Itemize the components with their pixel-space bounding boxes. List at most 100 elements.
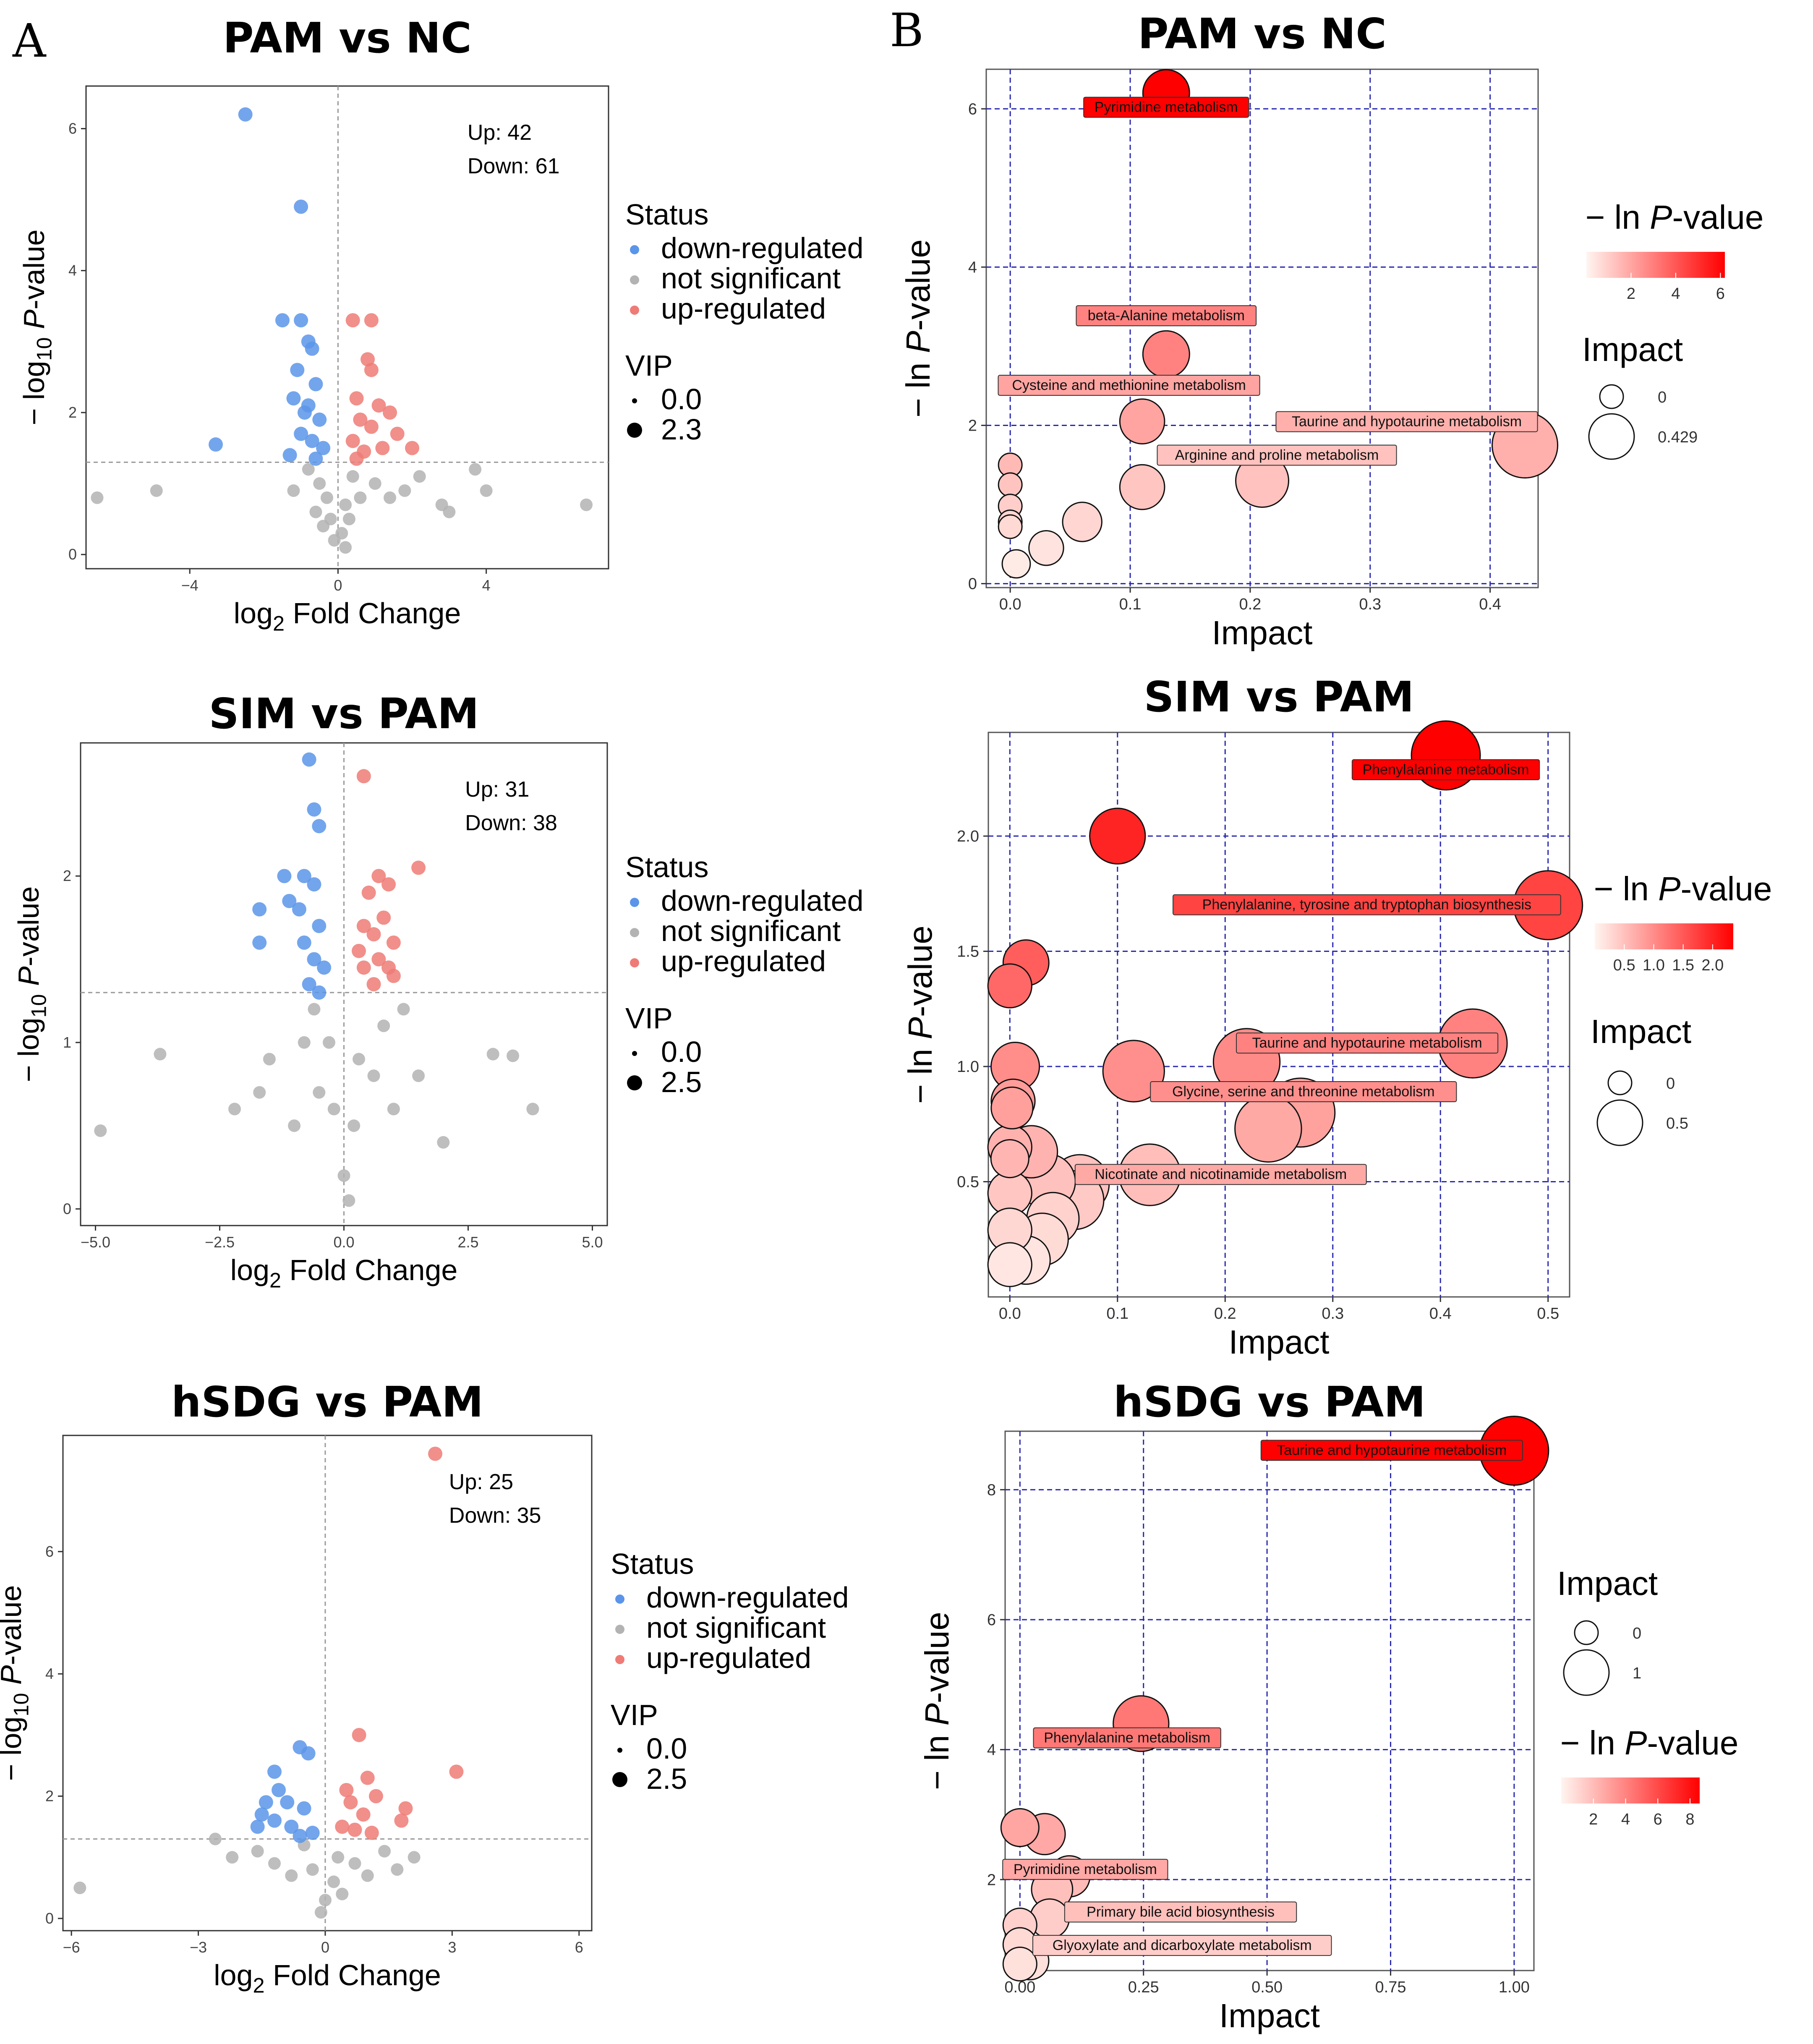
- vip-max: 2.5: [661, 1066, 702, 1098]
- bubble-title: SIM vs PAM: [1144, 672, 1414, 721]
- point-ns: [327, 1103, 340, 1116]
- legend-status-title: Status: [625, 198, 708, 231]
- legend-swatch: [630, 898, 639, 907]
- point-ns: [226, 1851, 239, 1864]
- point-ns: [322, 1036, 335, 1049]
- point-down: [267, 1764, 282, 1779]
- x-axis-label-part: Fold Change: [285, 597, 461, 630]
- point-down: [297, 869, 311, 883]
- point-ns: [320, 491, 333, 504]
- color-bar: [1595, 923, 1733, 949]
- legend-lnp-title: − ln P-value: [1560, 1724, 1739, 1762]
- point-up: [352, 1728, 366, 1742]
- y-axis-label-part: -value: [899, 239, 937, 331]
- y-axis-label: − ln P-value: [901, 925, 939, 1104]
- x-axis-label: Impact: [1212, 614, 1312, 651]
- x-tick-label: 1.00: [1499, 1979, 1530, 1996]
- panel-label-a: A: [12, 14, 47, 68]
- pathway-label-box: [1275, 411, 1538, 432]
- point-up: [376, 910, 391, 925]
- pathway-label-box: [1351, 759, 1540, 780]
- size-legend-large: [1563, 1649, 1610, 1696]
- point-up: [361, 885, 376, 900]
- pathway-bubble: [1001, 549, 1031, 579]
- point-ns: [309, 505, 322, 518]
- y-axis-label-part: 10: [27, 994, 51, 1018]
- bubble-title: PAM vs NC: [1138, 9, 1386, 58]
- point-ns: [317, 520, 330, 533]
- point-down: [316, 441, 331, 455]
- bubble-plot-2: SIM vs PAM 0.0 0.1 0.2 0.3 0.4 0.5 0.5 1.0 1.5 2.0…: [901, 672, 1772, 1361]
- bubble-title: hSDG vs PAM: [1113, 1377, 1426, 1427]
- vip-small-marker: [632, 1051, 637, 1056]
- point-up: [356, 769, 371, 784]
- legend-swatch: [615, 1655, 624, 1664]
- panel-label-b: B: [890, 3, 924, 57]
- point-down: [307, 952, 321, 967]
- legend-lnp-title-part: -value: [1647, 1724, 1738, 1762]
- point-ns: [94, 1124, 107, 1137]
- y-axis-label-part: P: [12, 966, 45, 986]
- size-legend-large: [1596, 1099, 1643, 1146]
- x-tick-label: −2.5: [205, 1234, 235, 1251]
- y-axis-label-part: -value: [901, 925, 939, 1017]
- y-tick-label: 0: [68, 546, 77, 563]
- bubble-plot-1: PAM vs NC 0.0 0.1 0.2 0.3 0.4 0 2 4 6 Pyrimidine m…: [899, 9, 1763, 651]
- x-tick-label: 3: [448, 1939, 456, 1956]
- point-down: [297, 935, 311, 950]
- legend-lnp-title: − ln P-value: [1586, 199, 1764, 236]
- color-bar-tick-label: 2: [1589, 1811, 1598, 1828]
- point-ns: [342, 1194, 355, 1207]
- point-down: [305, 434, 319, 448]
- point-ns: [251, 1845, 264, 1858]
- point-up: [383, 405, 397, 420]
- down-count: Down: 35: [449, 1503, 541, 1528]
- x-tick-label: 0.0: [333, 1234, 354, 1251]
- y-axis-label-part: − log: [12, 1018, 45, 1082]
- x-tick-label: 0: [334, 577, 342, 594]
- y-axis-label-part: − log: [18, 361, 50, 426]
- pathway-bubble: [1000, 1808, 1040, 1847]
- point-down: [267, 1813, 282, 1828]
- point-ns: [397, 1003, 410, 1016]
- point-ns: [368, 477, 381, 490]
- point-ns: [73, 1882, 86, 1895]
- point-down: [250, 1819, 265, 1834]
- color-bar-tick-label: 4: [1671, 285, 1680, 303]
- legend-item-label: not significant: [646, 1611, 826, 1644]
- y-tick-label: 0: [45, 1910, 54, 1927]
- point-ns: [253, 1086, 266, 1099]
- y-tick-label: 0.5: [957, 1174, 979, 1191]
- pathway-label: Primary bile acid biosynthesis: [1087, 1904, 1275, 1920]
- x-axis-label: Impact: [1219, 1997, 1320, 2034]
- point-down: [294, 313, 308, 328]
- point-up: [366, 977, 381, 991]
- point-down: [312, 412, 327, 427]
- point-ns: [342, 512, 355, 525]
- legend-vip-title: VIP: [625, 1002, 673, 1035]
- point-ns: [339, 498, 352, 511]
- pathway-label: Glycine, serine and threonine metabolism: [1172, 1084, 1435, 1100]
- pathway-label: beta-Alanine metabolism: [1088, 308, 1245, 324]
- legend-status-title: Status: [611, 1547, 694, 1580]
- point-ns: [526, 1103, 539, 1116]
- pathway-label-box: [1076, 305, 1257, 327]
- y-tick-label: 2: [68, 404, 77, 421]
- pathway-bubble: [1102, 1040, 1165, 1103]
- pathway-bubble: [1062, 502, 1102, 542]
- point-ns: [353, 1053, 366, 1066]
- up-count: Up: 42: [468, 120, 532, 145]
- pathway-bubble: [990, 1086, 1034, 1129]
- y-axis-label: − log10 P-value: [12, 886, 51, 1082]
- point-ns: [367, 1069, 380, 1082]
- y-axis-label-part: 10: [32, 337, 56, 361]
- color-bar-tick-label: 1.5: [1672, 957, 1694, 974]
- point-down: [305, 1825, 320, 1840]
- point-up: [364, 419, 379, 434]
- pathway-label-box: [998, 375, 1260, 396]
- pathway-label: Cysteine and methionine metabolism: [1012, 377, 1246, 393]
- point-down: [292, 902, 306, 917]
- size-legend-max: 1: [1633, 1665, 1641, 1682]
